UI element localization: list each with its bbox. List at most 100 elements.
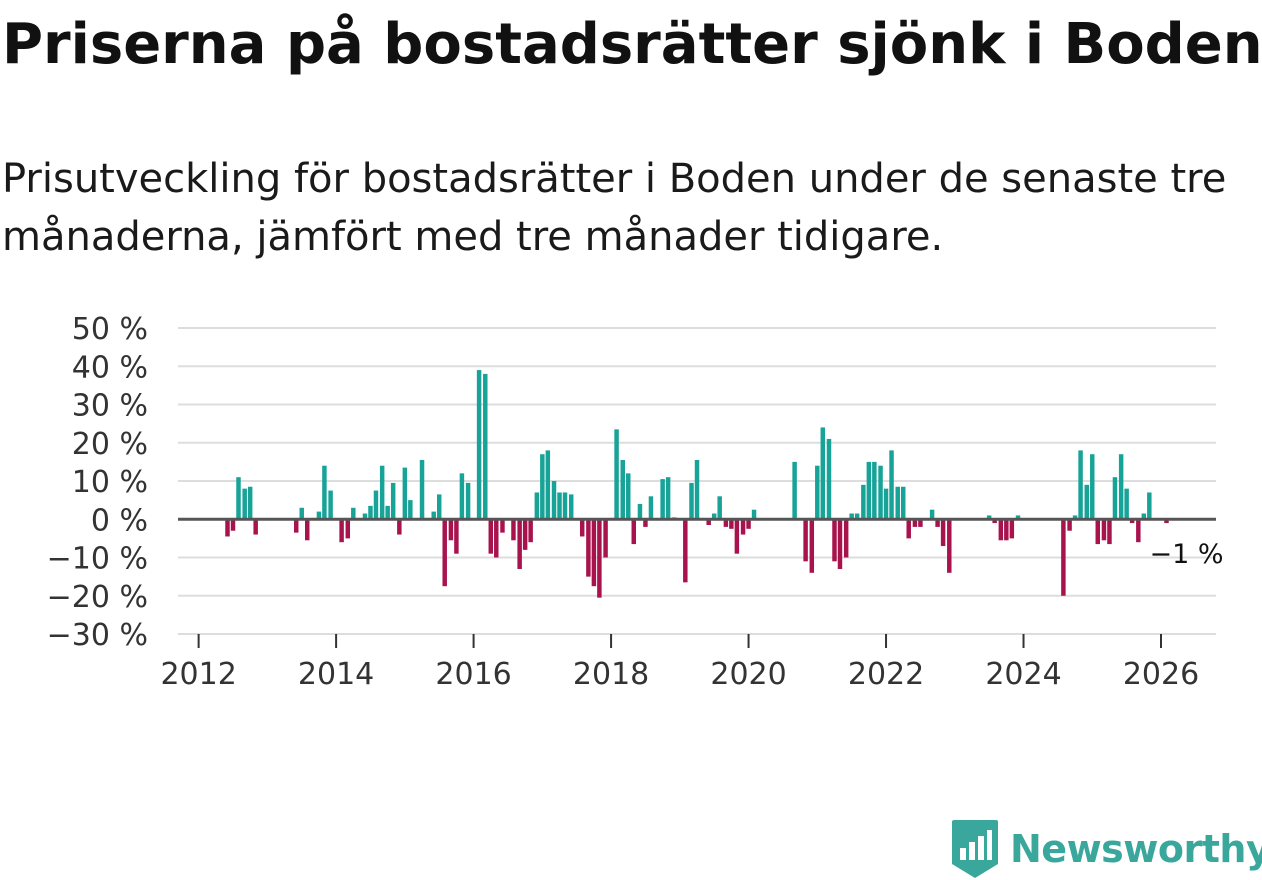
bar-negative: [1009, 519, 1015, 539]
bar-negative: [1129, 519, 1135, 524]
bar-negative: [494, 519, 499, 558]
y-tick-label: 20 %: [72, 427, 148, 462]
bar-positive: [861, 484, 866, 520]
bar-positive: [1141, 513, 1147, 520]
bar-positive: [351, 507, 356, 520]
bar-negative: [723, 519, 729, 527]
bar-negative: [1164, 519, 1169, 524]
bar-negative: [345, 519, 351, 539]
bar-positive: [545, 450, 551, 520]
bar-positive: [815, 465, 820, 520]
bar-negative: [740, 519, 746, 535]
bar-positive: [614, 429, 619, 520]
y-tick-label: −30 %: [47, 618, 148, 653]
bar-negative: [528, 519, 533, 543]
chart-title: Priserna på bostadsrätter sjönk i Boden: [2, 12, 1262, 77]
bar-negative: [603, 519, 608, 558]
bar-positive: [1090, 454, 1095, 520]
bar-positive: [379, 465, 385, 520]
bar-positive: [895, 486, 900, 520]
bar-negative: [339, 519, 344, 543]
bar-positive: [362, 513, 368, 520]
bar-positive: [483, 373, 488, 520]
newsworthy-logo: Newsworthy: [950, 818, 1262, 880]
bar-positive: [465, 482, 471, 520]
y-tick-label: −20 %: [47, 580, 148, 615]
bar-positive: [826, 438, 832, 520]
bar-positive: [390, 482, 396, 520]
bar-negative: [522, 519, 528, 550]
bar-negative: [511, 519, 516, 541]
x-tick-label: 2020: [710, 657, 786, 692]
bar-positive: [247, 486, 253, 520]
bar-negative: [500, 519, 505, 533]
bar-negative: [918, 519, 923, 527]
bar-positive: [751, 509, 757, 520]
bar-negative: [517, 519, 522, 569]
bar-negative: [643, 519, 648, 527]
x-tick-label: 2016: [435, 657, 511, 692]
bar-positive: [866, 461, 872, 520]
bar-positive: [316, 511, 322, 520]
bar-negative: [442, 519, 447, 587]
bar-positive: [878, 465, 883, 520]
bar-positive: [373, 490, 379, 520]
bar-negative: [998, 519, 1004, 541]
bar-positive: [883, 488, 889, 520]
bar-positive: [459, 473, 465, 520]
y-tick-label: 30 %: [72, 389, 148, 424]
x-tick-label: 2014: [298, 657, 374, 692]
bar-series: [225, 370, 1169, 598]
bar-positive: [476, 370, 482, 520]
bar-positive: [1084, 484, 1089, 520]
bar-negative: [230, 519, 236, 531]
bar-negative: [597, 519, 602, 598]
bar-negative: [729, 519, 734, 529]
bar-positive: [436, 494, 442, 520]
bar-positive: [557, 492, 562, 520]
bar-negative: [225, 519, 230, 537]
bar-positive: [694, 459, 700, 520]
bar-positive: [568, 494, 574, 520]
bar-negative: [1136, 519, 1141, 543]
bar-positive: [385, 505, 390, 520]
bar-positive: [534, 492, 540, 520]
bar-negative: [488, 519, 494, 554]
bar-negative: [586, 519, 591, 577]
bar-positive: [986, 515, 992, 520]
bar-positive: [242, 488, 247, 520]
x-tick-label: 2024: [985, 657, 1061, 692]
y-tick-label: 0 %: [91, 503, 148, 538]
bar-positive: [322, 465, 327, 520]
bar-negative: [832, 519, 837, 562]
bar-positive: [236, 477, 241, 520]
bar-positive: [1078, 450, 1083, 520]
bar-negative: [1107, 519, 1112, 545]
y-tick-label: 50 %: [72, 312, 148, 347]
bar-positive: [408, 500, 413, 520]
bar-positive: [1072, 515, 1078, 520]
brand-name: Newsworthy: [1010, 827, 1262, 871]
bar-positive: [1015, 515, 1021, 520]
bar-negative: [734, 519, 740, 554]
bar-negative: [1061, 519, 1066, 596]
bar-positive: [1118, 454, 1124, 520]
bar-negative: [591, 519, 597, 587]
bar-positive: [637, 503, 643, 520]
annotation-group: −1 %: [1150, 539, 1224, 570]
bar-negative: [631, 519, 636, 545]
bar-negative: [1004, 519, 1009, 541]
y-axis-tick-labels: 50 %40 % 30 %20 %10 %0 % −10 %−20 %−30 %: [47, 312, 148, 653]
x-tick-label: 2012: [160, 657, 236, 692]
bar-positive: [419, 459, 425, 520]
bar-negative: [935, 519, 940, 527]
latest-value-annotation: −1 %: [1150, 539, 1224, 570]
bar-negative: [397, 519, 402, 535]
bar-positive: [540, 454, 545, 520]
bar-positive: [929, 509, 935, 520]
y-tick-label: −10 %: [47, 542, 148, 577]
bar-negative: [1095, 519, 1100, 545]
x-tick-label: 2022: [848, 657, 924, 692]
bar-negative: [906, 519, 911, 539]
bar-positive: [711, 513, 717, 520]
